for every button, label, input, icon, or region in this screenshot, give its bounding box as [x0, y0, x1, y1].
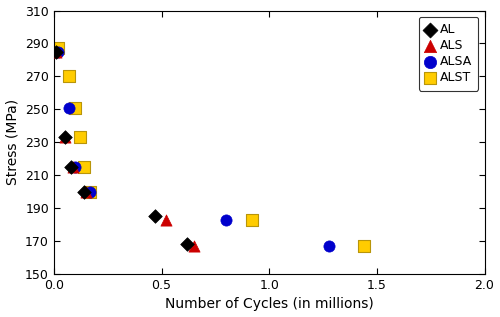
- ALST: [72, 105, 80, 110]
- ALS: [52, 49, 60, 54]
- ALSA: [86, 189, 94, 194]
- ALSA: [72, 165, 80, 170]
- AL: [184, 242, 192, 247]
- Legend: AL, ALS, ALSA, ALST: AL, ALS, ALSA, ALST: [418, 17, 478, 91]
- AL: [60, 135, 68, 140]
- ALS: [69, 165, 77, 170]
- ALST: [86, 189, 94, 194]
- ALST: [54, 46, 62, 51]
- ALST: [360, 243, 368, 249]
- Y-axis label: Stress (MPa): Stress (MPa): [6, 99, 20, 185]
- ALSA: [326, 243, 334, 249]
- ALS: [162, 217, 170, 222]
- ALST: [65, 74, 73, 79]
- ALST: [248, 217, 256, 222]
- ALSA: [222, 217, 230, 222]
- ALS: [60, 135, 68, 140]
- ALSA: [54, 49, 62, 54]
- ALS: [190, 243, 198, 249]
- X-axis label: Number of Cycles (in millions): Number of Cycles (in millions): [165, 297, 374, 311]
- AL: [67, 165, 75, 170]
- AL: [80, 189, 88, 194]
- ALST: [80, 165, 88, 170]
- ALS: [82, 189, 90, 194]
- AL: [52, 49, 60, 54]
- ALSA: [65, 105, 73, 110]
- ALST: [76, 135, 84, 140]
- AL: [151, 214, 159, 219]
